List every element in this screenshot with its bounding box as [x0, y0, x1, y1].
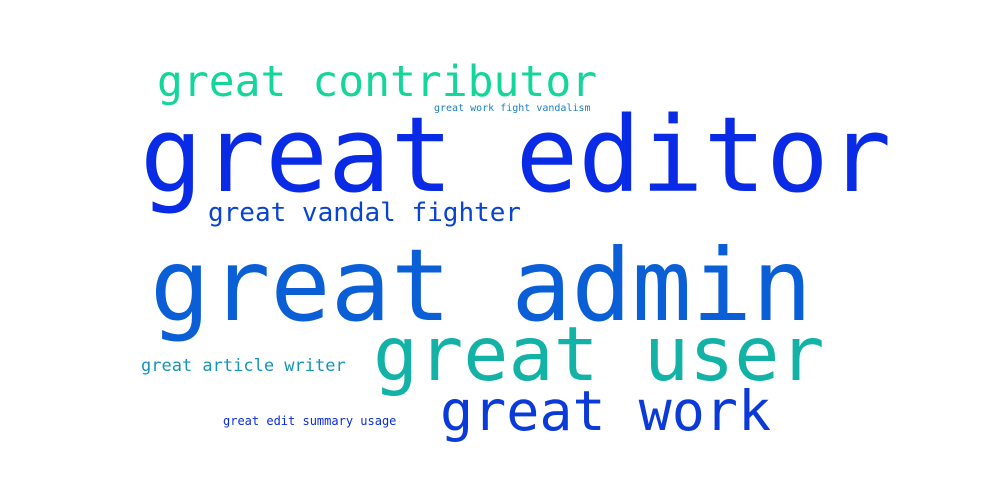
word-great-admin: great admin [150, 227, 813, 344]
word-great-editor: great editor [140, 94, 892, 216]
word-great-contributor: great contributor [157, 57, 598, 107]
word-great-edit-summary-usage: great edit summary usage [223, 414, 397, 428]
word-great-vandal-fighter: great vandal fighter [208, 198, 522, 228]
word-great-work-fight-vandalism: great work fight vandalism [434, 103, 591, 114]
word-great-article-writer: great article writer [141, 356, 346, 376]
word-great-user: great user [373, 310, 825, 398]
word-great-work: great work [440, 379, 772, 443]
